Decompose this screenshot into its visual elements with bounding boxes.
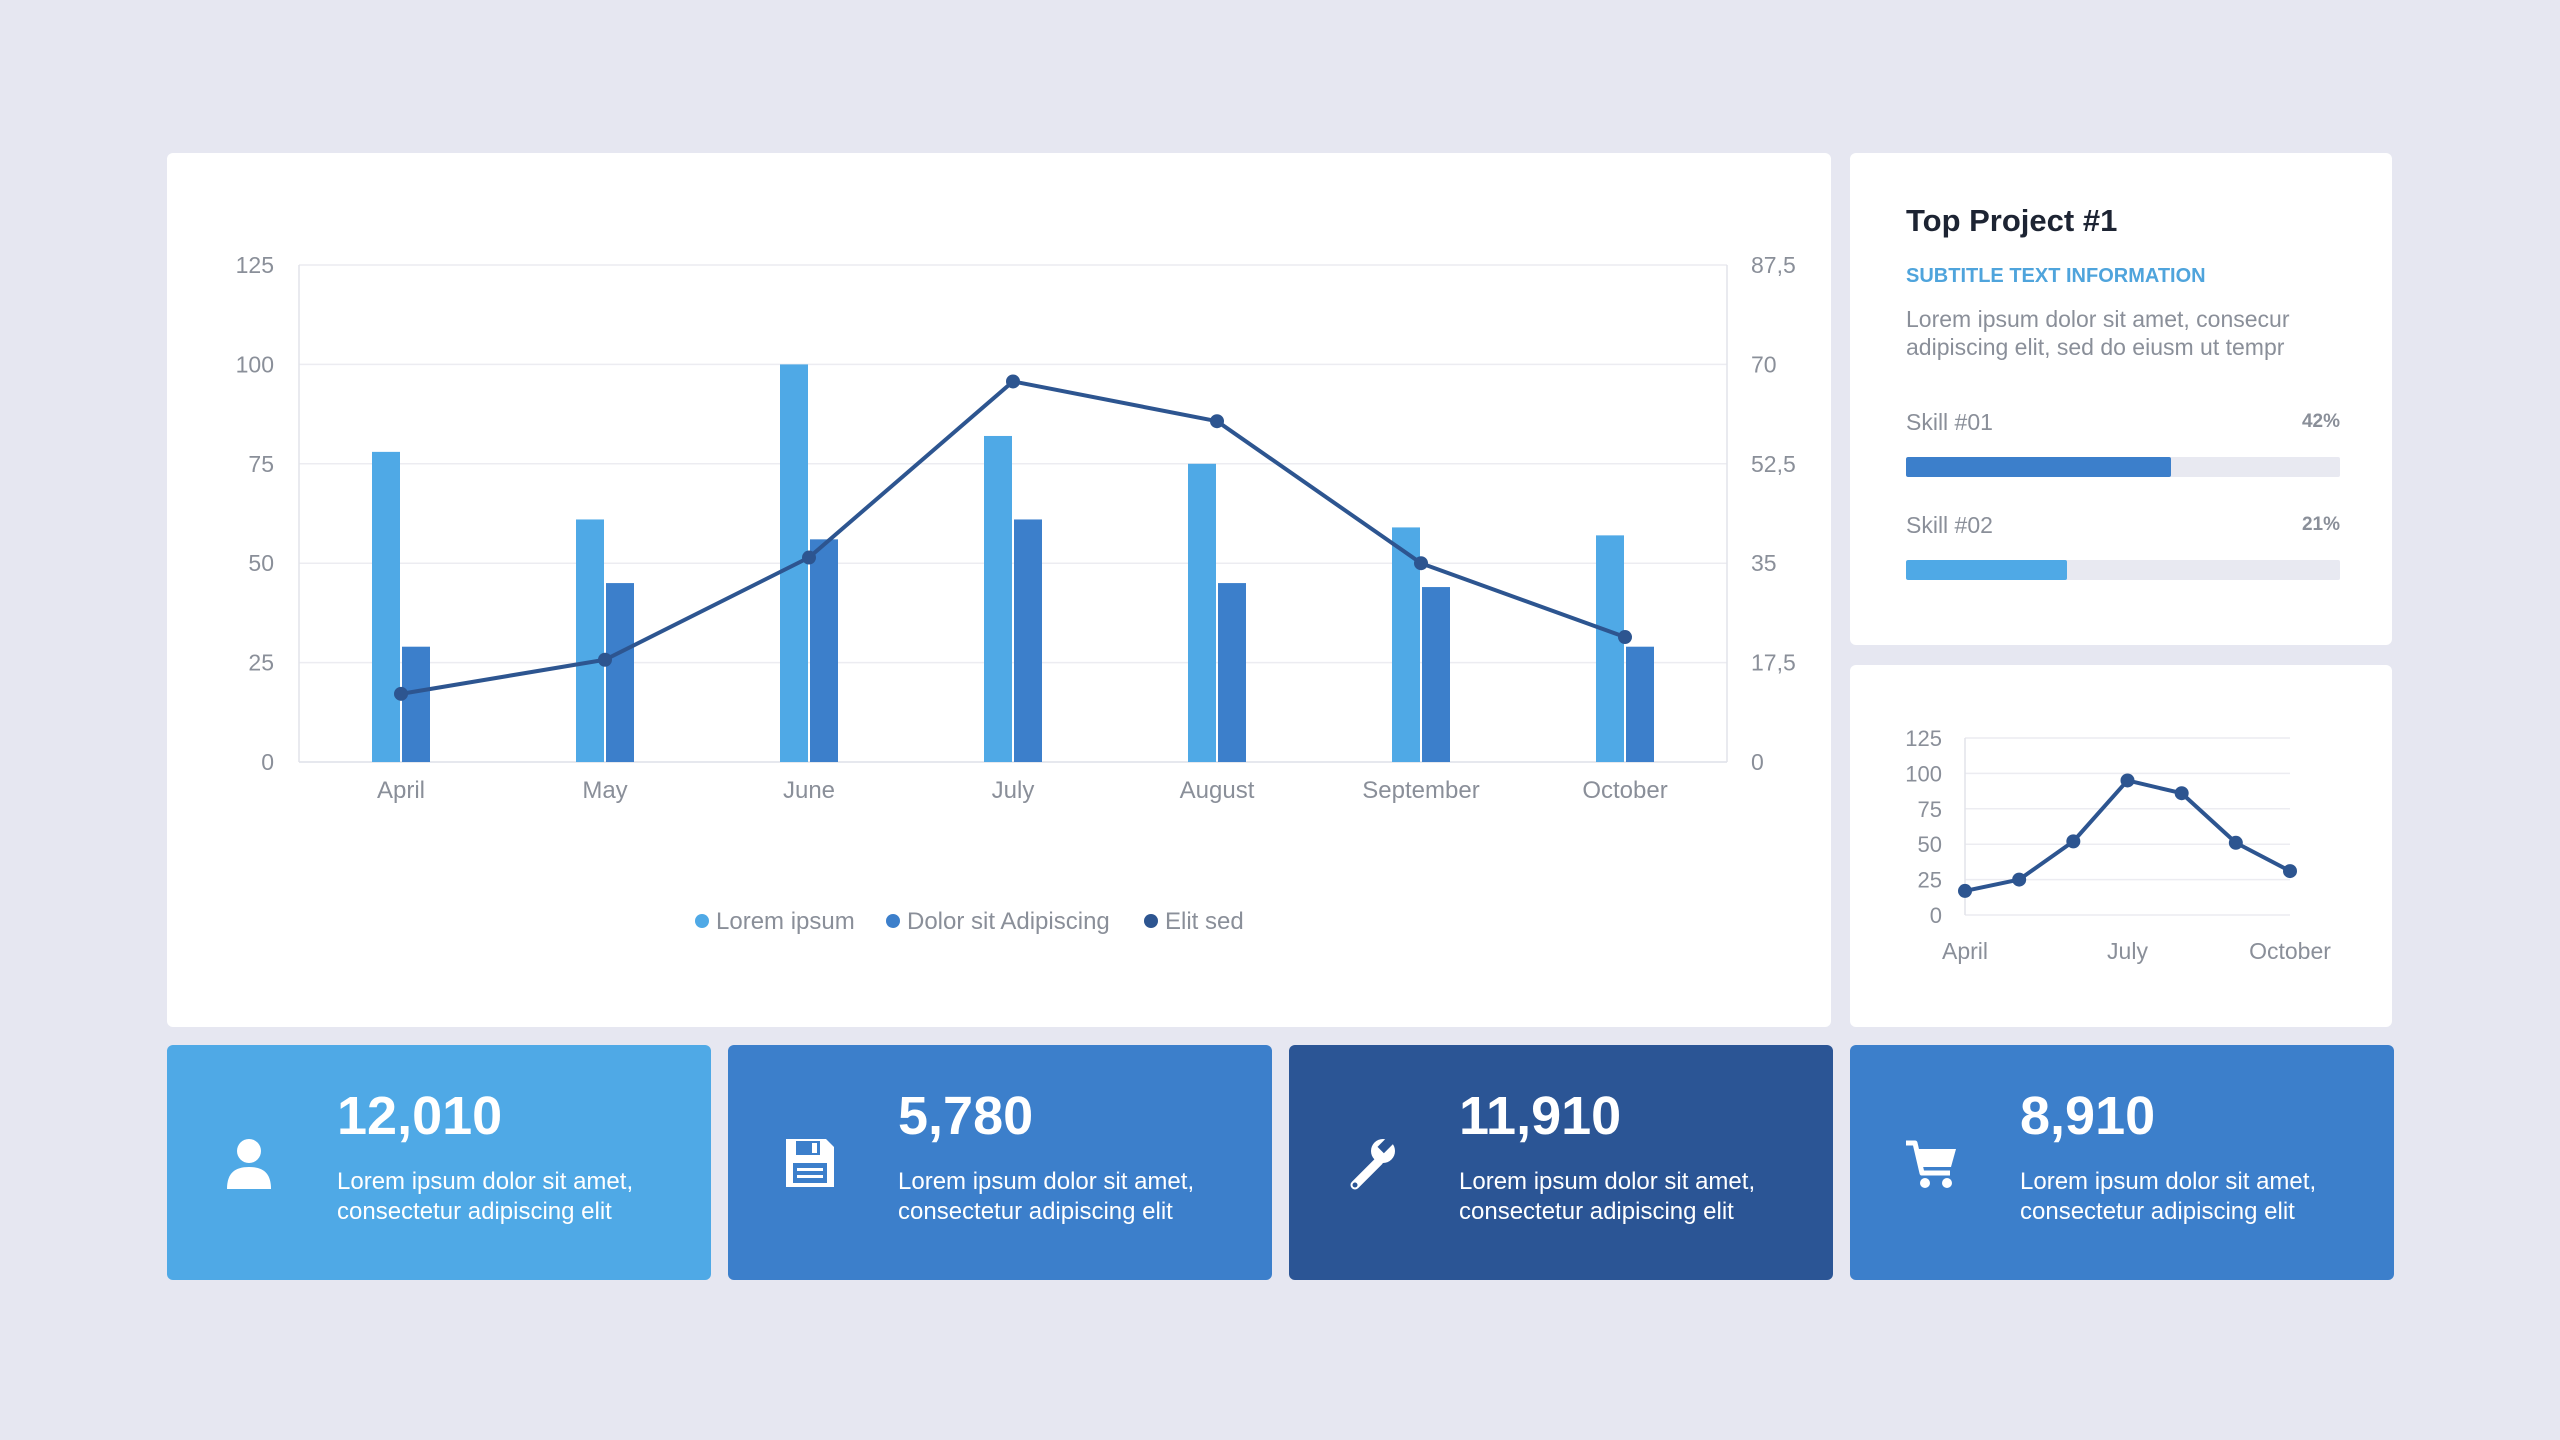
mini-y-tick-label: 50	[1918, 832, 1942, 857]
project-subtitle: SUBTITLE TEXT INFORMATION	[1906, 265, 2206, 287]
skill-1-track	[1906, 457, 2340, 477]
mini-point	[2120, 773, 2135, 788]
stat-card-users: 12,010 Lorem ipsum dolor sit amet, conse…	[167, 1045, 711, 1280]
mini-line-chart: 0 25 50 75 100 125 April July October	[1905, 726, 2331, 964]
skill-2-label: Skill #02	[1906, 512, 1993, 538]
x-tick-label: June	[783, 777, 835, 804]
bar-dolor-sit	[1218, 583, 1246, 762]
skill-1-label: Skill #01	[1906, 409, 1993, 435]
y-right-tick-label: 70	[1751, 351, 1777, 377]
mini-y-tick-label: 75	[1918, 797, 1942, 822]
project-description: Lorem ipsum dolor sit amet, consecur adi…	[1906, 306, 2290, 360]
bar-dolor-sit	[402, 646, 430, 762]
mini-line	[1964, 778, 2291, 893]
stat-value: 5,780	[898, 1086, 1034, 1146]
mini-chart-card: 0 25 50 75 100 125 April July October	[1850, 665, 2392, 1027]
project-card: Top Project #1 SUBTITLE TEXT INFORMATION…	[1850, 153, 2392, 645]
bar-lorem-ipsum	[984, 435, 1012, 762]
skill-1-percent: 42%	[2301, 411, 2340, 432]
bar-dolor-sit	[606, 583, 634, 762]
point-elit-sed	[394, 686, 408, 701]
y-left-tick-label: 75	[248, 451, 274, 477]
user-icon	[227, 1139, 271, 1189]
wrench-icon	[1350, 1135, 1396, 1190]
x-tick-label: August	[1180, 777, 1255, 804]
mini-point	[2228, 835, 2243, 850]
y-right-tick-label: 87,5	[1751, 252, 1796, 278]
stat-card-tools: 11,910 Lorem ipsum dolor sit amet, conse…	[1289, 1045, 1833, 1280]
save-icon	[786, 1139, 834, 1187]
x-tick-label: September	[1362, 777, 1479, 804]
mini-y-tick-label: 100	[1905, 761, 1942, 786]
bar-lorem-ipsum	[576, 519, 604, 762]
legend-swatch	[695, 914, 709, 928]
point-elit-sed	[1618, 630, 1632, 645]
x-tick-label: July	[992, 777, 1035, 804]
y-right-tick-label: 17,5	[1751, 650, 1796, 676]
skill-2-track	[1906, 560, 2340, 580]
project-title: Top Project #1	[1906, 203, 2118, 238]
mini-point	[2174, 786, 2189, 801]
y-left-tick-label: 125	[236, 252, 274, 278]
skill-2-percent: 21%	[2301, 514, 2340, 535]
legend-swatch	[1144, 914, 1158, 928]
legend-swatch	[886, 914, 900, 928]
cart-icon	[1906, 1140, 1956, 1188]
stat-value: 11,910	[1459, 1086, 1622, 1146]
bar-dolor-sit	[1422, 587, 1450, 762]
point-elit-sed	[1414, 556, 1428, 571]
skill-1-fill	[1906, 457, 2171, 477]
y-right-tick-label: 35	[1751, 550, 1777, 576]
main-combo-chart: 0 0 25 17,5 50 35 75 52,5 100 70 125 87,5 April May Ju…	[236, 252, 1796, 935]
legend-label: Lorem ipsum	[716, 908, 855, 935]
y-left-tick-label: 100	[236, 351, 274, 377]
mini-y-tick-label: 0	[1930, 903, 1942, 928]
stat-description: Lorem ipsum dolor sit amet, consectetur …	[898, 1168, 1195, 1225]
mini-y-tick-label: 125	[1905, 726, 1942, 751]
x-tick-label: April	[377, 777, 425, 804]
stat-description: Lorem ipsum dolor sit amet, consectetur …	[1459, 1168, 1756, 1225]
main-chart-card: 0 0 25 17,5 50 35 75 52,5 100 70 125 87,5 April May Ju…	[167, 153, 1831, 1027]
stat-card-saves: 5,780 Lorem ipsum dolor sit amet, consec…	[728, 1045, 1272, 1280]
mini-y-tick-label: 25	[1918, 868, 1942, 893]
bar-lorem-ipsum	[372, 451, 400, 762]
skill-2-fill	[1906, 560, 2067, 580]
x-tick-label: May	[582, 777, 627, 804]
y-right-tick-label: 0	[1751, 749, 1764, 775]
point-elit-sed	[598, 652, 612, 667]
stat-value: 8,910	[2020, 1086, 2156, 1146]
y-left-tick-label: 50	[248, 550, 274, 576]
stat-value: 12,010	[337, 1086, 503, 1146]
bar-dolor-sit	[810, 539, 838, 762]
bar-lorem-ipsum	[1188, 463, 1216, 762]
mini-point	[1958, 883, 1972, 898]
point-elit-sed	[1006, 374, 1020, 389]
mini-x-tick-label: April	[1942, 938, 1988, 964]
bar-dolor-sit	[1626, 646, 1654, 762]
y-left-tick-label: 0	[261, 749, 274, 775]
x-tick-label: October	[1582, 777, 1667, 804]
mini-x-tick-label: July	[2107, 938, 2148, 964]
y-right-tick-label: 52,5	[1751, 451, 1796, 477]
point-elit-sed	[802, 550, 816, 565]
mini-point	[2012, 872, 2027, 887]
mini-x-tick-label: October	[2249, 938, 2331, 964]
bar-dolor-sit	[1014, 519, 1042, 762]
stat-card-cart: 8,910 Lorem ipsum dolor sit amet, consec…	[1850, 1045, 2394, 1280]
mini-point	[2283, 864, 2297, 879]
y-left-tick-label: 25	[248, 650, 274, 676]
legend-label: Elit sed	[1165, 908, 1244, 935]
point-elit-sed	[1210, 414, 1224, 429]
stat-description: Lorem ipsum dolor sit amet, consectetur …	[2020, 1168, 2317, 1225]
legend-label: Dolor sit Adipiscing	[907, 908, 1110, 935]
bar-lorem-ipsum	[1596, 535, 1624, 762]
stat-description: Lorem ipsum dolor sit amet, consectetur …	[337, 1168, 634, 1225]
mini-point	[2066, 834, 2081, 849]
